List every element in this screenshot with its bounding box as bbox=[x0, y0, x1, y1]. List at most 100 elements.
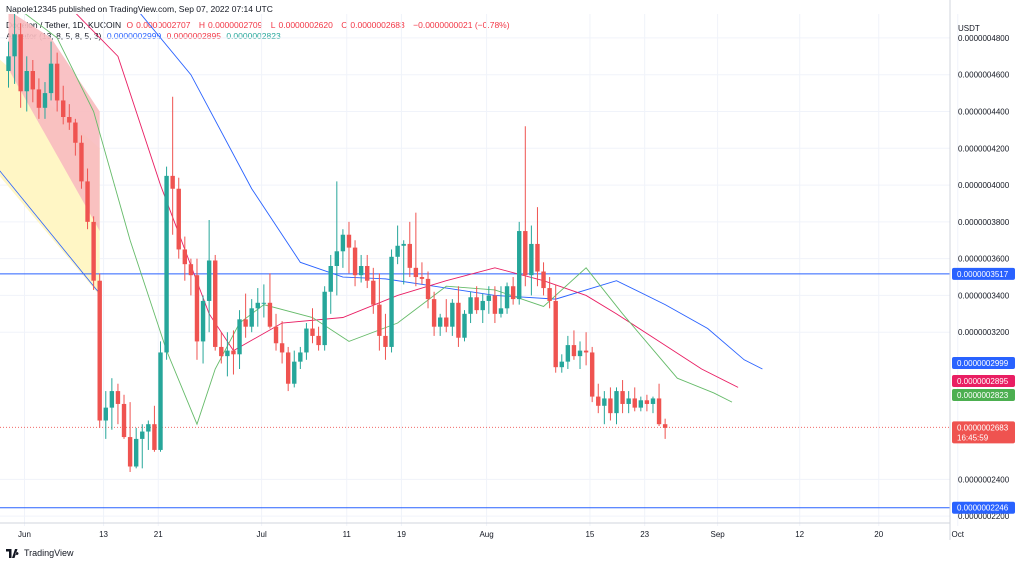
candle-body bbox=[292, 361, 297, 384]
candle-body bbox=[504, 286, 510, 309]
x-tick-label: Oct bbox=[952, 530, 965, 539]
candle-body bbox=[468, 297, 473, 314]
candle-body bbox=[24, 71, 29, 92]
level-price-tag-bg bbox=[952, 501, 1015, 514]
candle bbox=[437, 313, 443, 336]
candle bbox=[365, 254, 370, 289]
candle-body bbox=[158, 352, 163, 450]
candle bbox=[67, 104, 72, 130]
candle bbox=[292, 350, 297, 388]
candle bbox=[638, 396, 644, 412]
candle-body bbox=[36, 89, 42, 108]
candle bbox=[425, 271, 431, 309]
candle-body bbox=[30, 71, 36, 90]
y-tick-label: 0.0000004200 bbox=[958, 144, 1010, 153]
ohlc-high: 0.0000002709 bbox=[208, 20, 263, 30]
level-price-tag-bg bbox=[952, 267, 1015, 280]
teeth-price-tag-bg bbox=[952, 375, 1015, 387]
candle-body bbox=[602, 398, 607, 406]
candle bbox=[206, 220, 212, 333]
candle bbox=[523, 126, 528, 287]
candle-body bbox=[200, 300, 206, 342]
candle-body bbox=[219, 346, 224, 357]
x-tick-label: Sep bbox=[711, 530, 726, 539]
candle bbox=[371, 267, 376, 314]
candle-body bbox=[565, 345, 571, 362]
candle-body bbox=[456, 302, 461, 338]
jaw-price-tag: 0.0000002999 bbox=[952, 357, 1015, 369]
candle-body bbox=[407, 243, 412, 268]
candle bbox=[194, 258, 200, 360]
candle bbox=[498, 286, 504, 318]
last-price-tag-text: 0.0000002683 bbox=[957, 423, 1009, 432]
candle bbox=[328, 254, 333, 314]
lips-price-tag-bg bbox=[952, 389, 1015, 401]
candle-body bbox=[644, 400, 650, 404]
candle-body bbox=[486, 295, 492, 301]
x-tick-label: 23 bbox=[640, 530, 649, 539]
candle-body bbox=[164, 175, 169, 353]
candle bbox=[255, 288, 260, 327]
candle bbox=[395, 225, 400, 265]
candle-body bbox=[6, 56, 11, 72]
y-tick-label: 0.0000002200 bbox=[958, 512, 1010, 521]
candle-body bbox=[358, 266, 364, 276]
candle bbox=[164, 166, 169, 360]
symbol-name[interactable]: Dogelon / Tether, 1D, KUCOIN bbox=[6, 20, 122, 30]
candle-body bbox=[389, 256, 394, 347]
candle-body bbox=[614, 391, 619, 414]
lips-price-tag: 0.0000002823 bbox=[952, 389, 1015, 401]
y-tick-label: 0.0000004600 bbox=[958, 71, 1010, 80]
candle bbox=[596, 383, 601, 414]
candle bbox=[492, 286, 498, 324]
candle bbox=[547, 277, 552, 309]
candle-body bbox=[42, 93, 48, 108]
candle bbox=[36, 78, 42, 119]
candle bbox=[474, 286, 479, 314]
candle bbox=[97, 273, 102, 428]
candle bbox=[79, 135, 84, 189]
candle-body bbox=[437, 317, 443, 327]
footer-brand: TradingView bbox=[24, 548, 74, 558]
candle-body bbox=[18, 34, 23, 92]
candle bbox=[54, 52, 60, 112]
candle-body bbox=[492, 295, 498, 314]
candle-body bbox=[529, 243, 534, 276]
candle bbox=[571, 330, 577, 360]
candle-body bbox=[182, 249, 188, 265]
candle-body bbox=[547, 288, 552, 301]
candle-body bbox=[589, 352, 595, 397]
pattern-zone-yellow bbox=[0, 59, 100, 296]
candle-body bbox=[377, 304, 382, 336]
candle-body bbox=[462, 313, 467, 338]
candle bbox=[626, 391, 631, 414]
candle bbox=[109, 378, 115, 430]
candle bbox=[577, 341, 583, 370]
candle-body bbox=[425, 278, 431, 300]
candle-body bbox=[444, 317, 449, 327]
candle bbox=[535, 207, 540, 287]
candle bbox=[310, 308, 315, 344]
indicator-line: Alligator (13, 8, 5, 8, 5, 3) 0.00000029… bbox=[6, 31, 284, 41]
candle-body bbox=[176, 188, 181, 250]
candle-body bbox=[267, 302, 273, 327]
candle bbox=[213, 254, 218, 351]
candle bbox=[431, 291, 437, 336]
candle bbox=[346, 221, 352, 274]
candle-body bbox=[97, 280, 102, 421]
ohlc-low: 0.0000002620 bbox=[278, 20, 333, 30]
candle bbox=[121, 394, 127, 439]
candle-body bbox=[279, 343, 285, 353]
ohlc-change: −0.0000000021 (−0.78%) bbox=[413, 20, 510, 30]
y-tick-label: 0.0000003400 bbox=[958, 291, 1010, 300]
candle-body bbox=[304, 328, 309, 353]
y-tick-label: 0.0000004400 bbox=[958, 107, 1010, 116]
candle bbox=[273, 313, 279, 351]
candle-body bbox=[273, 326, 279, 344]
candle bbox=[456, 286, 461, 347]
candle bbox=[237, 310, 242, 370]
indicator-name[interactable]: Alligator (13, 8, 5, 8, 5, 3) bbox=[6, 31, 102, 41]
candle-body bbox=[577, 350, 583, 357]
y-tick-label: 0.0000004000 bbox=[958, 181, 1010, 190]
